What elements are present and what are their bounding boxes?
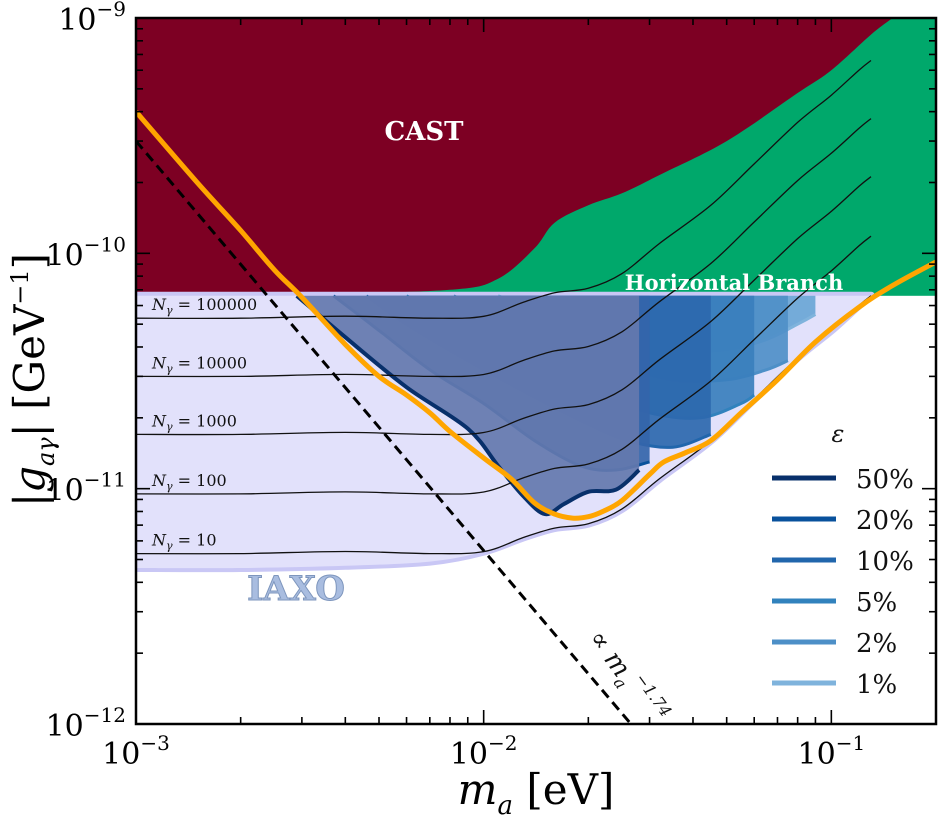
iaxo-baseline-curve: [136, 109, 936, 521]
plot-frame: [134, 16, 938, 726]
cast-label: CAST: [385, 117, 465, 147]
y-tick-exponent: −10: [84, 232, 126, 256]
horizontal-branch-label: Horizontal Branch: [625, 270, 843, 295]
y-tick-base: 10: [46, 709, 84, 744]
n-gamma-line: [136, 176, 872, 436]
legend-title: ε: [832, 420, 845, 448]
n-gamma-subscript: γ: [166, 304, 173, 317]
y-tick-base: 10: [46, 238, 84, 273]
n-gamma-value: = 1000: [173, 411, 237, 430]
x-axis-title: ma [eV]: [458, 765, 615, 821]
cast-region: [136, 18, 893, 296]
x-tick-label: 10−2: [450, 731, 518, 772]
n-gamma-value: = 10: [173, 531, 217, 550]
power-law-dashed-line: [136, 140, 633, 724]
legend-label: 10%: [856, 547, 914, 577]
n-gamma-symbol: N: [151, 295, 167, 314]
legend-label: 5%: [856, 588, 897, 618]
n-gamma-value: = 10000: [173, 353, 247, 372]
y-tick-exponent: −12: [84, 703, 126, 727]
n-gamma-value: = 100: [173, 471, 227, 490]
y-tick-label: 10−10: [46, 232, 126, 273]
x-tick-base: 10: [102, 737, 140, 772]
n-gamma-line: [136, 59, 872, 320]
n-gamma-line: [136, 235, 872, 495]
y-tick-base: 10: [58, 3, 96, 38]
exclusion-regions: [136, 18, 936, 296]
legend: ε 50% 20% 10% 5% 2% 1%: [772, 420, 914, 700]
contour-line-50pct: [295, 294, 641, 517]
y-tick-exponent: −9: [97, 0, 126, 21]
y-tick-label: 10−9: [58, 0, 126, 38]
legend-label: 2%: [856, 629, 897, 659]
legend-label: 1%: [856, 670, 897, 700]
sensitivity-contours: [295, 294, 817, 517]
x-tick-base: 10: [450, 737, 488, 772]
n-gamma-label: Nγ = 1000: [151, 411, 237, 433]
y-tick-label: 10−11: [46, 468, 126, 509]
overlay-lines: [136, 109, 936, 724]
x-tick-exponent: −3: [140, 731, 169, 755]
n-gamma-value: = 100000: [173, 295, 258, 314]
n-gamma-label: Nγ = 100: [151, 471, 227, 493]
n-gamma-symbol: N: [151, 353, 167, 372]
x-tick-exponent: −1: [836, 731, 865, 755]
n-gamma-label: Nγ = 10: [151, 531, 217, 553]
n-gamma-symbol: N: [151, 411, 167, 430]
n-gamma-symbol: N: [151, 471, 167, 490]
n-gamma-subscript: γ: [166, 362, 173, 375]
y-tick-exponent: −11: [84, 468, 126, 492]
iaxo-label: IAXO: [247, 569, 345, 609]
n-gamma-symbol: N: [151, 531, 167, 550]
n-gamma-subscript: γ: [166, 480, 173, 493]
y-axis-title: |gaγ| [GeV−1]: [5, 253, 60, 507]
x-tick-label: 10−3: [102, 731, 170, 772]
x-tick-label: 10−1: [798, 731, 866, 772]
x-tick-base: 10: [798, 737, 836, 772]
n-gamma-line: [136, 118, 872, 378]
legend-label: 20%: [856, 506, 914, 536]
n-gamma-subscript: γ: [166, 540, 173, 553]
legend-label: 50%: [856, 465, 914, 495]
y-tick-base: 10: [46, 474, 84, 509]
y-tick-label: 10−12: [46, 703, 126, 744]
n-gamma-label: Nγ = 10000: [151, 353, 247, 375]
n-gamma-label: Nγ = 100000: [151, 295, 257, 317]
x-tick-exponent: −2: [488, 731, 517, 755]
n-gamma-subscript: γ: [166, 420, 173, 433]
contour-fill-50pct: [296, 295, 640, 515]
